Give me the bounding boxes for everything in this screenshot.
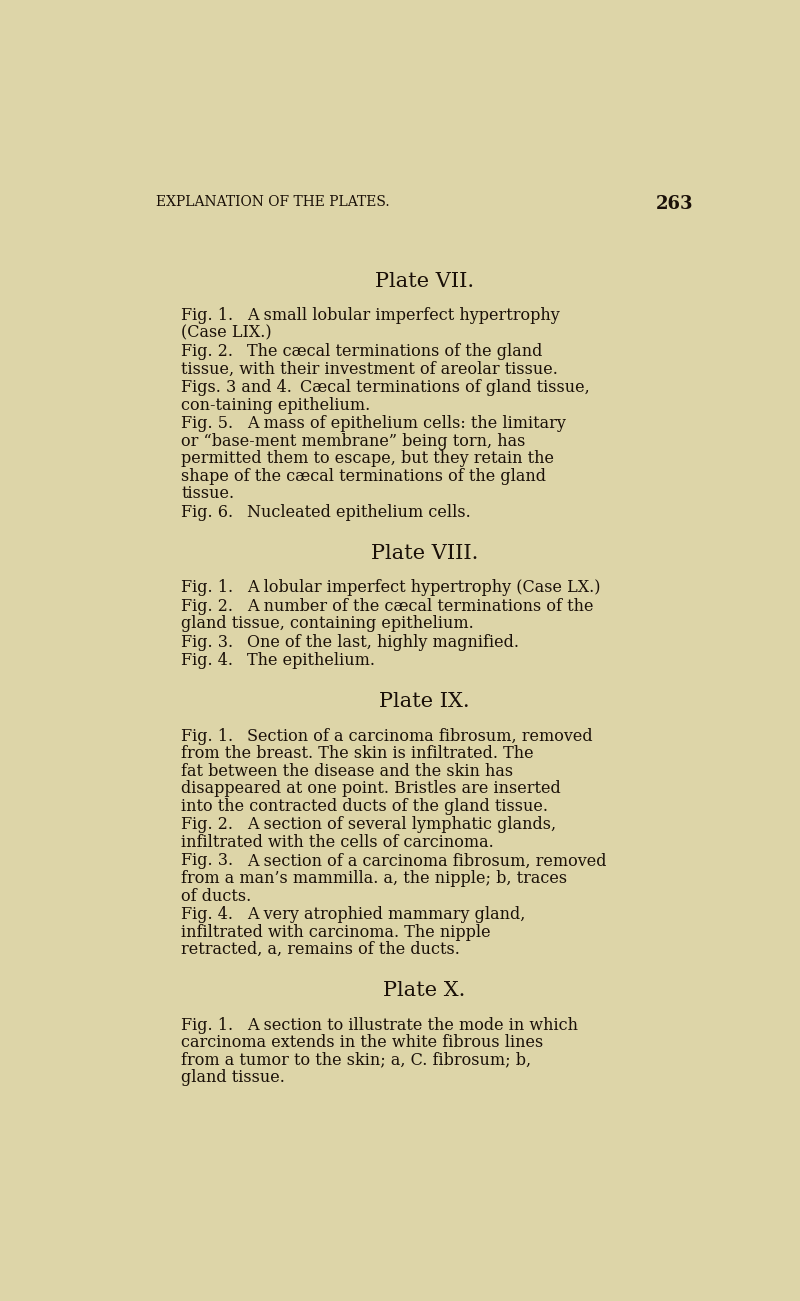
Text: carcinoma extends in the white fibrous lines: carcinoma extends in the white fibrous l… [182,1034,544,1051]
Text: Fig. 1.: Fig. 1. [182,727,234,744]
Text: Fig. 2.: Fig. 2. [182,817,234,834]
Text: Nucleated epithelium cells.: Nucleated epithelium cells. [246,503,470,520]
Text: A section to illustrate the mode in which: A section to illustrate the mode in whic… [246,1016,578,1034]
Text: Plate X.: Plate X. [383,981,466,1000]
Text: Figs. 3 and 4.: Figs. 3 and 4. [182,379,292,397]
Text: disappeared at one point. Bristles are inserted: disappeared at one point. Bristles are i… [182,781,561,798]
Text: gland tissue.: gland tissue. [182,1069,286,1086]
Text: Fig. 1.: Fig. 1. [182,579,234,596]
Text: tissue.: tissue. [182,485,234,502]
Text: A mass of epithelium cells: the limitary: A mass of epithelium cells: the limitary [246,415,566,432]
Text: A number of the cæcal terminations of the: A number of the cæcal terminations of th… [246,598,594,615]
Text: Fig. 1.: Fig. 1. [182,307,234,324]
Text: or “base-ment membrane” being torn, has: or “base-ment membrane” being torn, has [182,433,526,450]
Text: The cæcal terminations of the gland: The cæcal terminations of the gland [246,343,542,360]
Text: A section of several lymphatic glands,: A section of several lymphatic glands, [246,817,556,834]
Text: EXPLANATION OF THE PLATES.: EXPLANATION OF THE PLATES. [156,195,390,208]
Text: (Case LIX.): (Case LIX.) [182,325,272,342]
Text: Cæcal terminations of gland tissue,: Cæcal terminations of gland tissue, [301,379,590,397]
Text: from the breast. The skin is infiltrated. The: from the breast. The skin is infiltrated… [182,745,534,762]
Text: of ducts.: of ducts. [182,887,252,904]
Text: gland tissue, containing epithelium.: gland tissue, containing epithelium. [182,615,474,632]
Text: from a man’s mammilla. a, the nipple; b, traces: from a man’s mammilla. a, the nipple; b,… [182,870,567,887]
Text: Fig. 2.: Fig. 2. [182,598,234,615]
Text: into the contracted ducts of the gland tissue.: into the contracted ducts of the gland t… [182,798,548,814]
Text: Fig. 5.: Fig. 5. [182,415,234,432]
Text: Section of a carcinoma fibrosum, removed: Section of a carcinoma fibrosum, removed [246,727,592,744]
Text: 263: 263 [655,195,693,212]
Text: Fig. 2.: Fig. 2. [182,343,234,360]
Text: A small lobular imperfect hypertrophy: A small lobular imperfect hypertrophy [246,307,559,324]
Text: Fig. 6.: Fig. 6. [182,503,234,520]
Text: The epithelium.: The epithelium. [246,652,374,669]
Text: A very atrophied mammary gland,: A very atrophied mammary gland, [246,905,525,922]
Text: A lobular imperfect hypertrophy (Case LX.): A lobular imperfect hypertrophy (Case LX… [246,579,600,596]
Text: from a tumor to the skin; a, C. fibrosum; b,: from a tumor to the skin; a, C. fibrosum… [182,1051,531,1069]
Text: One of the last, highly magnified.: One of the last, highly magnified. [246,634,518,650]
Text: Plate VIII.: Plate VIII. [370,544,478,563]
Text: shape of the cæcal terminations of the gland: shape of the cæcal terminations of the g… [182,468,546,485]
Text: Fig. 4.: Fig. 4. [182,652,234,669]
Text: Plate IX.: Plate IX. [379,692,470,712]
Text: Fig. 4.: Fig. 4. [182,905,234,922]
Text: Plate VII.: Plate VII. [374,272,474,290]
Text: A section of a carcinoma fibrosum, removed: A section of a carcinoma fibrosum, remov… [246,852,606,869]
Text: infiltrated with carcinoma. The nipple: infiltrated with carcinoma. The nipple [182,924,491,941]
Text: tissue, with their investment of areolar tissue.: tissue, with their investment of areolar… [182,360,558,377]
Text: con-taining epithelium.: con-taining epithelium. [182,397,370,414]
Text: permitted them to escape, but they retain the: permitted them to escape, but they retai… [182,450,554,467]
Text: infiltrated with the cells of carcinoma.: infiltrated with the cells of carcinoma. [182,834,494,851]
Text: retracted, a, remains of the ducts.: retracted, a, remains of the ducts. [182,941,460,958]
Text: Fig. 3.: Fig. 3. [182,634,234,650]
Text: Fig. 3.: Fig. 3. [182,852,234,869]
Text: Fig. 1.: Fig. 1. [182,1016,234,1034]
Text: fat between the disease and the skin has: fat between the disease and the skin has [182,762,514,779]
